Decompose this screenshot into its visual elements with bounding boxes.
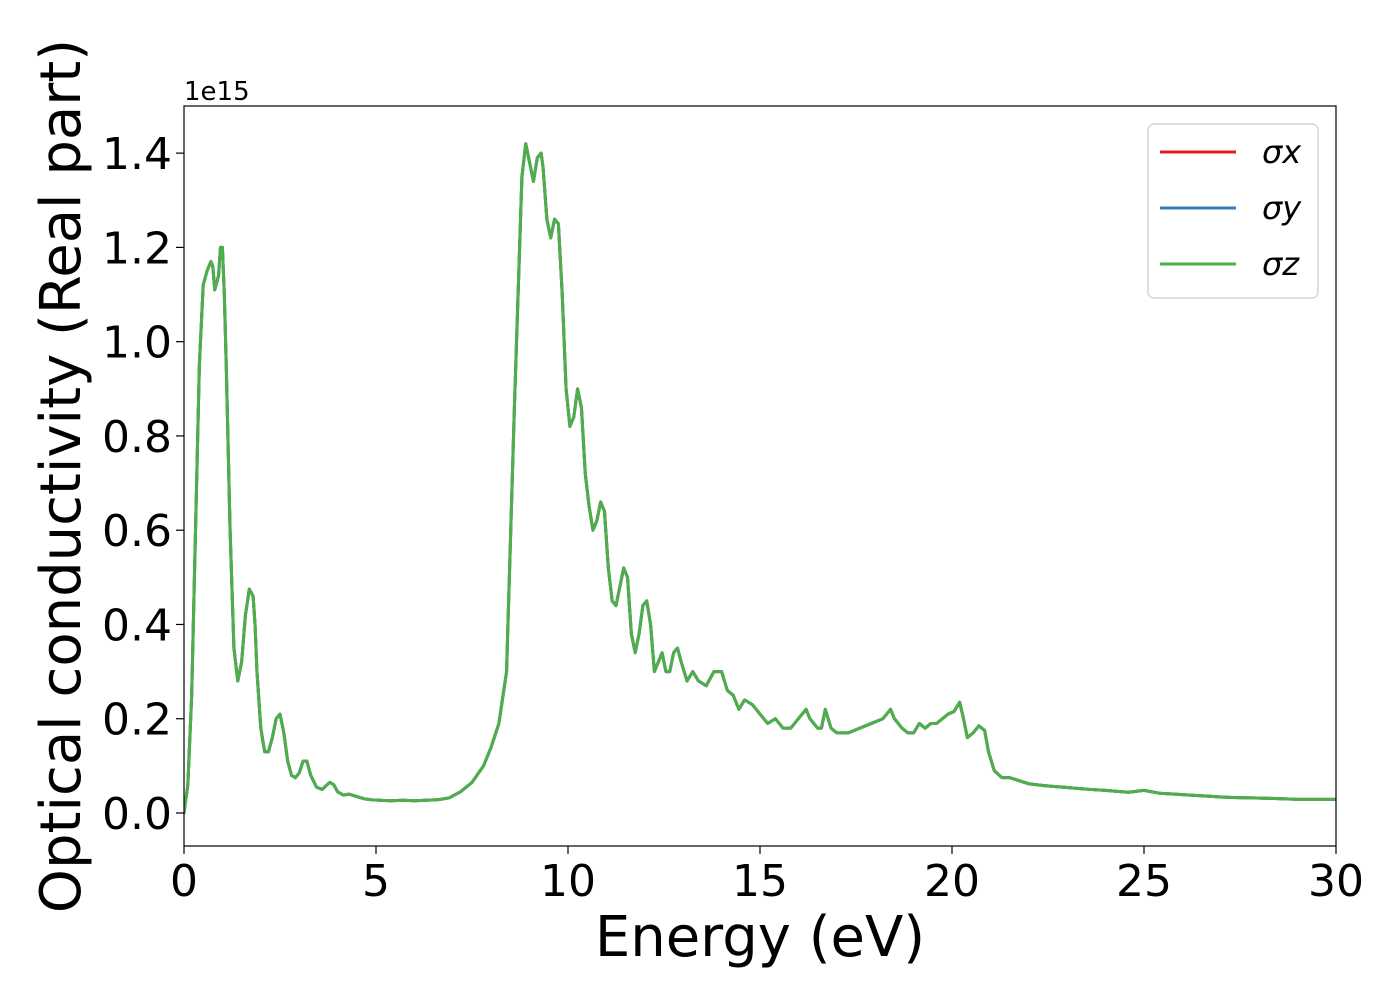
legend-frame	[1147, 123, 1319, 299]
x-tick-label: 20	[924, 856, 980, 907]
y-tick-label: 0.2	[102, 695, 172, 746]
x-tick-label: 15	[732, 856, 788, 907]
series-layer	[184, 142, 1336, 815]
y-offset-text: 1e15	[184, 77, 250, 107]
legend: σx σy σz	[1147, 123, 1319, 299]
y-tick-label: 0.6	[102, 506, 172, 557]
y-tick-label: 1.4	[102, 129, 172, 180]
y-tick-label: 1.0	[102, 318, 172, 369]
series-line-2	[184, 142, 1336, 815]
y-axis: 0.0 0.2 0.4 0.6 0.8 1.0 1.2 1.4	[102, 129, 184, 840]
x-axis-label: Energy (eV)	[595, 905, 925, 970]
x-tick-label: 25	[1116, 856, 1172, 907]
legend-label-2: σz	[1262, 245, 1300, 283]
legend-label-0: σx	[1262, 133, 1302, 171]
x-axis: 0 5 10 15 20 25 30	[170, 846, 1364, 907]
x-tick-label: 30	[1308, 856, 1364, 907]
y-tick-label: 1.2	[102, 223, 172, 274]
x-tick-label: 5	[362, 856, 390, 907]
y-axis-label: Optical conductivity (Real part)	[29, 39, 94, 913]
legend-label-1: σy	[1262, 189, 1302, 227]
x-tick-label: 0	[170, 856, 198, 907]
y-tick-label: 0.0	[102, 789, 172, 840]
y-tick-label: 0.8	[102, 412, 172, 463]
y-tick-label: 0.4	[102, 600, 172, 651]
x-tick-label: 10	[540, 856, 596, 907]
